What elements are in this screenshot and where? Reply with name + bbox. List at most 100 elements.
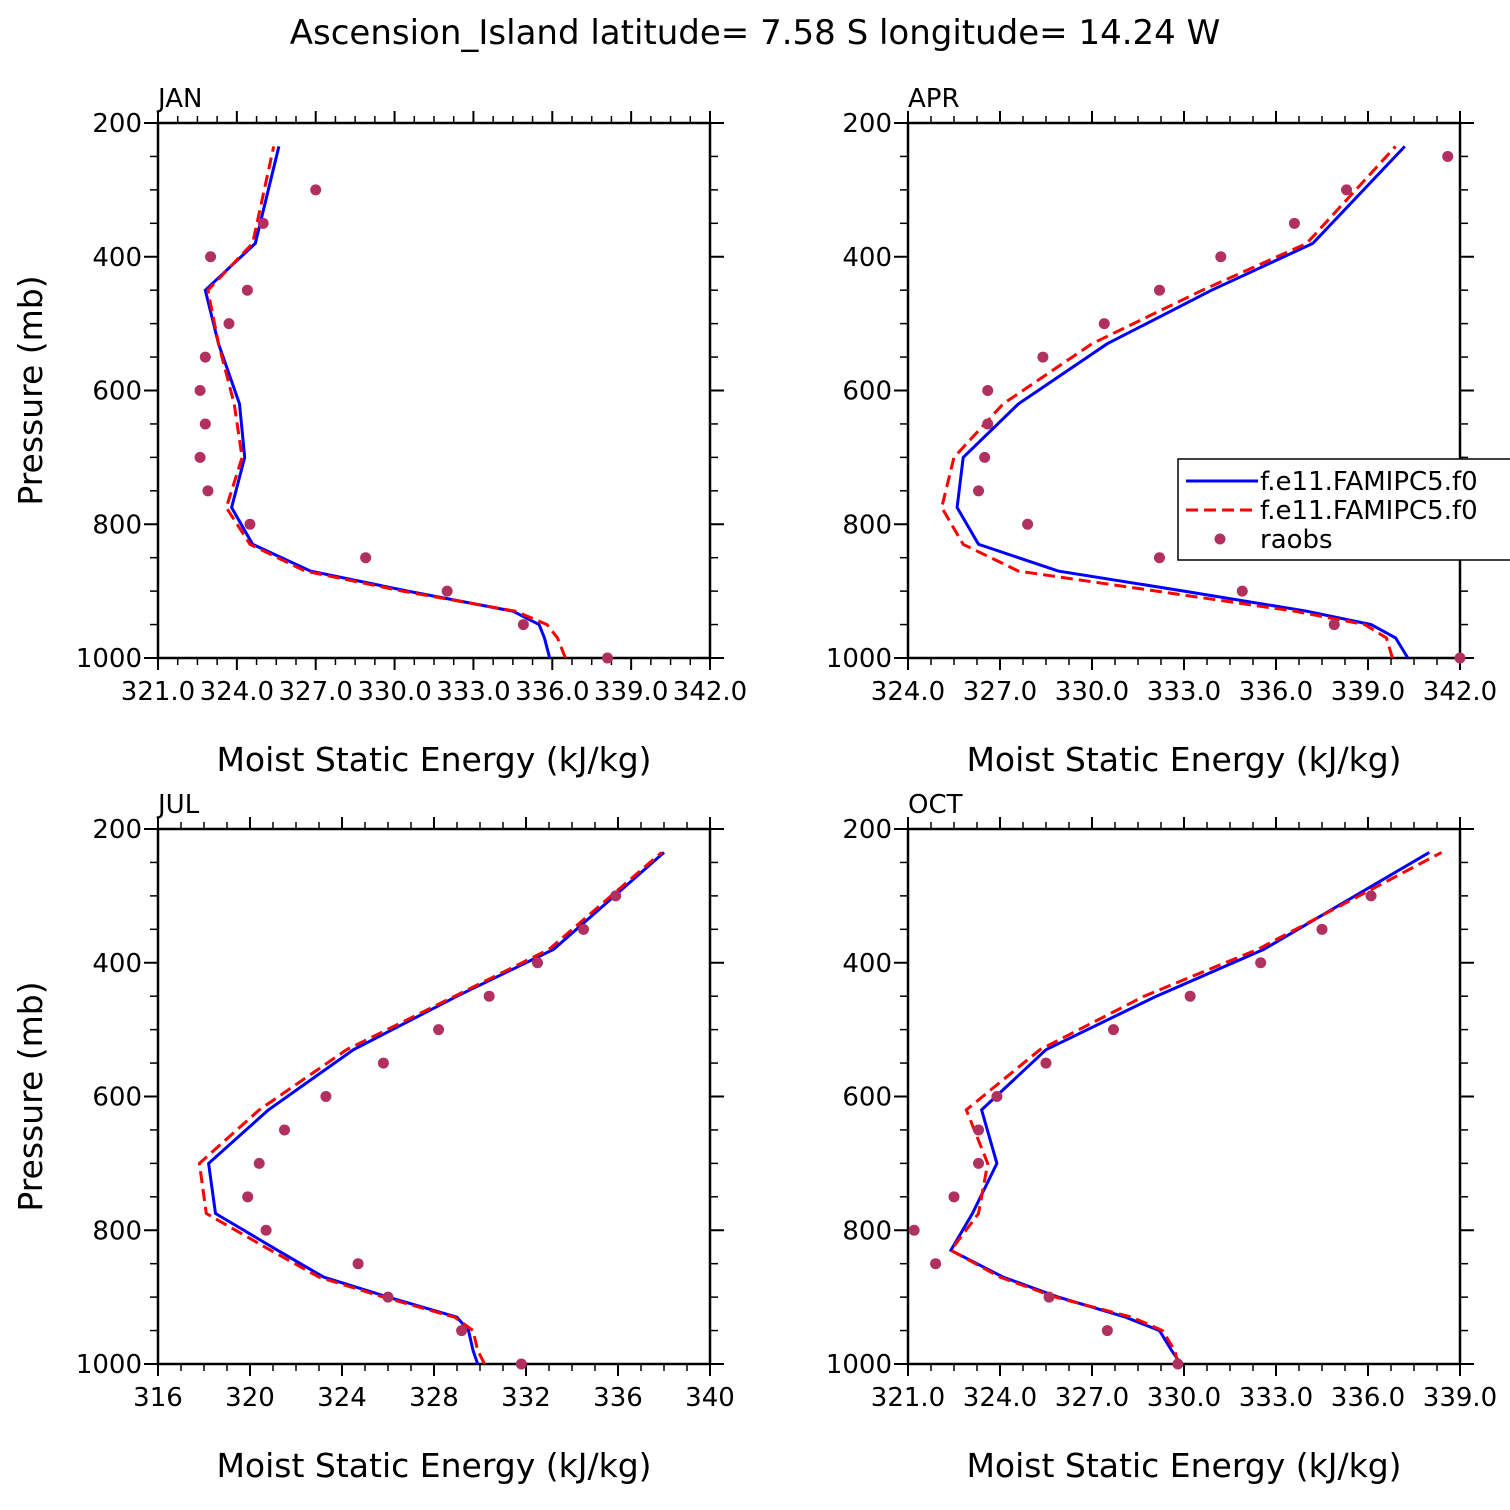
- model-line-dashed: [940, 145, 1397, 658]
- raobs-point: [1255, 957, 1267, 969]
- y-tick-label: 200: [92, 815, 142, 845]
- legend-label: raobs: [1260, 525, 1333, 555]
- raobs-point: [948, 1191, 960, 1203]
- x-tick-label: 316: [133, 1383, 183, 1413]
- raobs-point: [517, 619, 529, 631]
- x-tick-label: 339.0: [1331, 677, 1405, 707]
- model-line-solid: [207, 851, 665, 1364]
- x-tick-label: 330.0: [1055, 677, 1129, 707]
- raobs-point: [1288, 217, 1300, 229]
- x-tick-label: 324.0: [200, 677, 274, 707]
- y-tick-label: 400: [92, 949, 142, 979]
- y-tick-label: 600: [842, 377, 892, 407]
- x-tick-label: 336.0: [515, 677, 589, 707]
- raobs-point: [441, 585, 453, 597]
- panel-label: JAN: [156, 84, 202, 114]
- raobs-point: [1040, 1057, 1052, 1069]
- x-tick-label: 321.0: [121, 677, 195, 707]
- panel-oct: 321.0 324.0 327.0 330.0 333.0 336.0 339.0 200 40…: [826, 790, 1497, 1485]
- raobs-point: [241, 284, 253, 296]
- raobs-point: [1101, 1325, 1113, 1337]
- raobs-point: [991, 1091, 1003, 1102]
- raobs-point: [1153, 284, 1165, 296]
- y-tick-label: 1000: [826, 1350, 892, 1380]
- x-tick-label: 330.0: [1147, 1383, 1221, 1413]
- raobs-point: [908, 1224, 920, 1236]
- raobs-point: [532, 957, 543, 969]
- raobs-point: [982, 418, 994, 430]
- x-tick-label: 339.0: [594, 677, 668, 707]
- raobs-point: [1184, 990, 1196, 1002]
- x-tick-label: 336.0: [1239, 677, 1313, 707]
- raobs-point: [1365, 890, 1377, 902]
- raobs-point: [199, 418, 211, 430]
- legend-label: f.e11.FAMIPC5.f0: [1260, 496, 1478, 526]
- y-tick-label: 200: [842, 815, 892, 845]
- y-tick-label: 800: [842, 1216, 892, 1246]
- raobs-point: [382, 1291, 394, 1303]
- raobs-point: [320, 1091, 332, 1102]
- raobs-point: [456, 1325, 468, 1337]
- y-tick-label: 600: [842, 1083, 892, 1113]
- raobs-point: [279, 1124, 290, 1136]
- raobs-point: [433, 1024, 445, 1036]
- raobs-point: [1172, 1358, 1184, 1370]
- raobs-point: [973, 1124, 985, 1136]
- raobs-point: [515, 1358, 527, 1370]
- x-tick-label: 320: [225, 1383, 275, 1413]
- plot-frame: [156, 827, 712, 1366]
- raobs-point: [979, 451, 991, 463]
- raobs-point: [244, 518, 256, 530]
- raobs-point: [260, 1224, 272, 1236]
- raobs-point: [973, 1157, 985, 1169]
- raobs-point: [1153, 552, 1165, 564]
- model-line-dashed: [948, 851, 1443, 1364]
- raobs-point: [1236, 585, 1248, 597]
- y-tick-label: 1000: [826, 644, 892, 674]
- raobs-point: [1022, 518, 1034, 530]
- figure-title: Ascension_Island latitude= 7.58 S longit…: [290, 13, 1221, 53]
- y-tick-label: 200: [842, 109, 892, 139]
- model-line-solid: [948, 851, 1431, 1364]
- raobs-point: [601, 652, 613, 664]
- raobs-point: [310, 184, 322, 196]
- panel-apr: 324.0 327.0 330.0 333.0 336.0 339.0 342.0 200 40…: [826, 84, 1510, 779]
- x-tick-label: 340: [685, 1383, 735, 1413]
- raobs-point: [1037, 351, 1049, 363]
- x-tick-label: 327.0: [1055, 1383, 1129, 1413]
- x-axis-label: Moist Static Energy (kJ/kg): [216, 1446, 651, 1485]
- raobs-point: [257, 217, 269, 229]
- y-axis-label: Pressure (mb): [11, 981, 50, 1211]
- raobs-point: [352, 1258, 364, 1270]
- raobs-point: [1107, 1024, 1119, 1036]
- raobs-point: [194, 385, 206, 396]
- raobs-point: [578, 923, 589, 935]
- y-tick-label: 1000: [76, 644, 142, 674]
- x-axis-label: Moist Static Energy (kJ/kg): [966, 1446, 1401, 1485]
- x-tick-label: 342.0: [673, 677, 747, 707]
- plot-frame: [906, 827, 1462, 1366]
- panel-jul: 316 320 324 328 332 336 340 200 400 600 800 1000 JUL…: [11, 790, 735, 1485]
- raobs-point: [253, 1157, 265, 1169]
- y-tick-label: 400: [842, 949, 892, 979]
- raobs-point: [223, 318, 235, 330]
- panel-jan: 321.0 324.0 327.0 330.0 333.0 336.0 339.0 342.0…: [11, 84, 747, 779]
- raobs-point: [199, 351, 211, 363]
- raobs-point: [483, 990, 495, 1002]
- plot-frame: [156, 121, 712, 660]
- y-tick-label: 200: [92, 109, 142, 139]
- x-tick-label: 336.0: [1331, 1383, 1405, 1413]
- y-tick-label: 400: [92, 243, 142, 273]
- raobs-point: [1316, 923, 1328, 935]
- y-tick-label: 600: [92, 1083, 142, 1113]
- x-tick-label: 339.0: [1423, 1383, 1497, 1413]
- y-tick-label: 400: [842, 243, 892, 273]
- raobs-point: [973, 485, 985, 497]
- x-tick-label: 327.0: [963, 677, 1037, 707]
- y-tick-label: 800: [92, 510, 142, 540]
- raobs-point: [205, 251, 217, 263]
- raobs-point: [194, 451, 206, 463]
- x-tick-label: 324.0: [963, 1383, 1037, 1413]
